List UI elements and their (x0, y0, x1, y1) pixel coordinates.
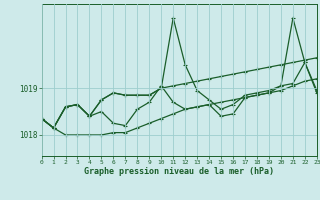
X-axis label: Graphe pression niveau de la mer (hPa): Graphe pression niveau de la mer (hPa) (84, 167, 274, 176)
